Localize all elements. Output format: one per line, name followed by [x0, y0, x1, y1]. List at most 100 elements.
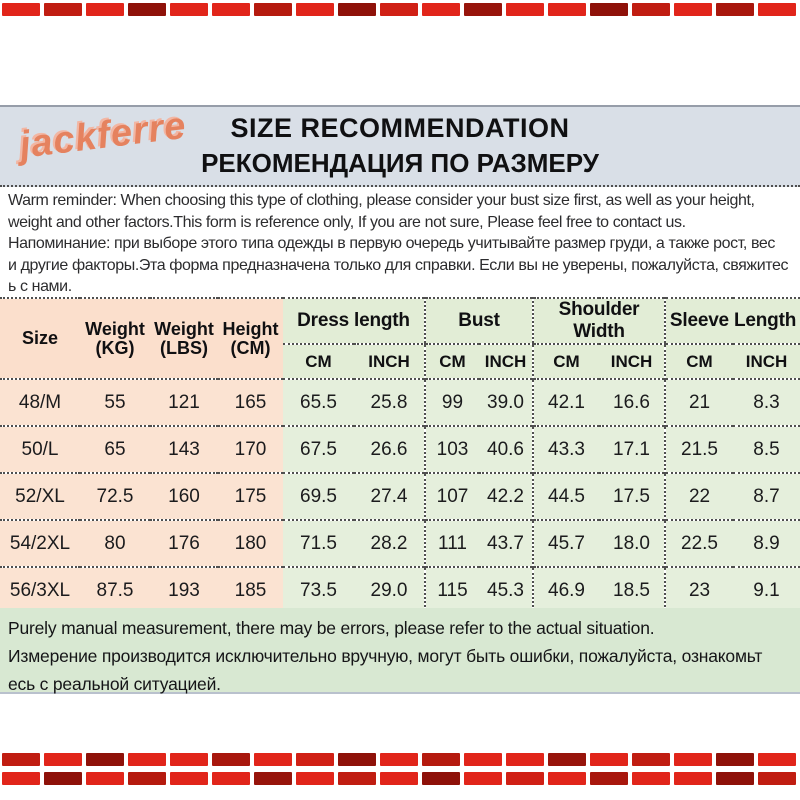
reminder-line: ь с нами.: [8, 278, 72, 295]
table-row: 54/2XL 80 176 180 71.5 28.2 111 43.7 45.…: [0, 519, 800, 567]
table-cell: 45.3: [479, 566, 534, 614]
unit-inch: INCH: [599, 344, 666, 379]
border-dash: [86, 3, 124, 16]
col-group-bust: Bust: [423, 298, 534, 345]
table-cell: 165: [218, 378, 283, 426]
table-cell: 43.7: [479, 519, 534, 567]
border-dash: [674, 3, 712, 16]
border-dash: [590, 753, 628, 766]
border-dash: [506, 3, 544, 16]
table-cell: 103: [424, 425, 479, 473]
border-dash: [44, 3, 82, 16]
border-dash: [422, 3, 460, 16]
border-dash: [674, 772, 712, 785]
border-dash: [548, 3, 586, 16]
table-cell: 65: [80, 425, 150, 473]
table-cell: 193: [150, 566, 218, 614]
table-cell: 176: [150, 519, 218, 567]
table-cell: 65.5: [283, 378, 354, 426]
table-cell: 26.6: [354, 425, 425, 473]
table-cell: 40.6: [479, 425, 534, 473]
border-dash: [2, 753, 40, 766]
table-cell: 87.5: [80, 566, 150, 614]
table-cell: 73.5: [283, 566, 354, 614]
decorative-border-top: [2, 3, 796, 16]
page-title-en: SIZE RECOMMENDATION: [230, 113, 570, 143]
border-dash: [380, 3, 418, 16]
unit-cm: CM: [532, 344, 600, 379]
table-cell: 46.9: [532, 566, 600, 614]
table-row: 52/XL 72.5 160 175 69.5 27.4 107 42.2 44…: [0, 472, 800, 520]
table-cell: 21: [664, 378, 734, 426]
border-dash: [128, 753, 166, 766]
border-dash: [380, 753, 418, 766]
table-cell: 56/3XL: [0, 566, 80, 614]
table-cell: 48/M: [0, 378, 80, 426]
table-cell: 121: [150, 378, 218, 426]
border-dash: [44, 753, 82, 766]
table-cell: 17.5: [599, 472, 666, 520]
col-header-label: Weight: [154, 318, 214, 339]
table-cell: 107: [424, 472, 479, 520]
table-cell: 17.1: [599, 425, 666, 473]
table-cell: 27.4: [354, 472, 425, 520]
unit-cm: CM: [424, 344, 479, 379]
table-cell: 185: [218, 566, 283, 614]
table-cell: 8.7: [733, 472, 800, 520]
border-dash: [128, 772, 166, 785]
table-cell: 9.1: [733, 566, 800, 614]
border-dash: [716, 772, 754, 785]
col-header-label: Weight: [85, 318, 145, 339]
decorative-border-bottom-1: [2, 753, 796, 766]
page-title: SIZE RECOMMENDATION РЕКОМЕНДАЦИЯ ПО РАЗМ…: [0, 111, 800, 180]
table-cell: 8.9: [733, 519, 800, 567]
border-dash: [128, 3, 166, 16]
unit-inch: INCH: [479, 344, 534, 379]
table-cell: 54/2XL: [0, 519, 80, 567]
table-cell: 99: [424, 378, 479, 426]
border-dash: [212, 3, 250, 16]
border-dash: [296, 3, 334, 16]
col-header-height-cm: Height (CM): [218, 298, 283, 379]
table-cell: 69.5: [283, 472, 354, 520]
table-cell: 175: [218, 472, 283, 520]
table-row: 50/L 65 143 170 67.5 26.6 103 40.6 43.3 …: [0, 425, 800, 473]
col-header-weight-kg: Weight (KG): [80, 298, 150, 379]
border-dash: [296, 772, 334, 785]
table-cell: 71.5: [283, 519, 354, 567]
border-dash: [380, 772, 418, 785]
border-dash: [170, 753, 208, 766]
table-cell: 170: [218, 425, 283, 473]
reminder-line: Напоминание: при выборе этого типа одежд…: [8, 235, 776, 252]
table-cell: 23: [664, 566, 734, 614]
border-dash: [674, 753, 712, 766]
border-dash: [716, 753, 754, 766]
size-table: Size Weight (KG) Weight (LBS) Height (CM…: [0, 297, 800, 615]
border-dash: [338, 753, 376, 766]
reminder-line: и другие факторы.Эта форма предназначена…: [8, 256, 789, 274]
border-dash: [632, 3, 670, 16]
border-dash: [212, 753, 250, 766]
table-cell: 39.0: [479, 378, 534, 426]
border-dash: [254, 3, 292, 16]
unit-cm: CM: [283, 344, 354, 379]
footer-note: Purely manual measurement, there may be …: [0, 608, 800, 694]
border-dash: [170, 3, 208, 16]
border-dash: [2, 772, 40, 785]
border-dash: [716, 3, 754, 16]
table-cell: 18.0: [599, 519, 666, 567]
footer-line: Purely manual measurement, there may be …: [8, 618, 655, 638]
table-cell: 115: [424, 566, 479, 614]
border-dash: [212, 772, 250, 785]
table-cell: 22: [664, 472, 734, 520]
col-header-weight-lbs: Weight (LBS): [150, 298, 218, 379]
border-dash: [506, 772, 544, 785]
col-group-dress-length: Dress length: [283, 298, 425, 345]
border-dash: [464, 753, 502, 766]
table-cell: 18.5: [599, 566, 666, 614]
reminder-line: weight and other factors.This form is re…: [8, 213, 686, 231]
footer-line: есь с реальной ситуацией.: [8, 674, 221, 694]
table-cell: 42.1: [532, 378, 600, 426]
col-header-sublabel: (LBS): [160, 337, 208, 358]
border-dash: [86, 753, 124, 766]
